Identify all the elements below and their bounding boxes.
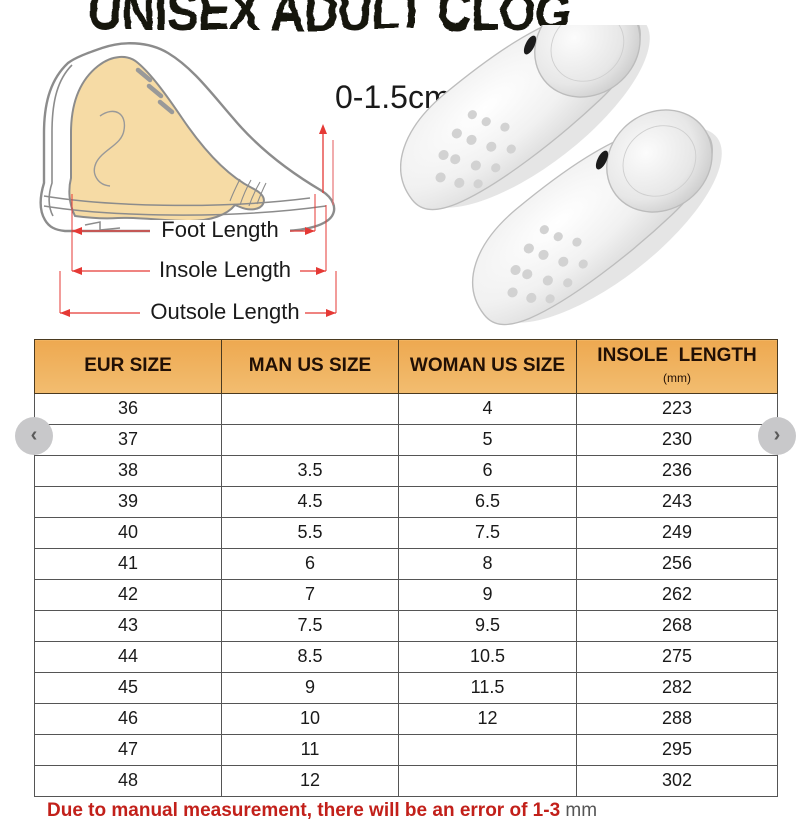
svg-text:Insole Length: Insole Length bbox=[159, 257, 291, 282]
svg-text:Outsole Length: Outsole Length bbox=[150, 299, 299, 324]
svg-text:Foot Length: Foot Length bbox=[161, 217, 278, 242]
